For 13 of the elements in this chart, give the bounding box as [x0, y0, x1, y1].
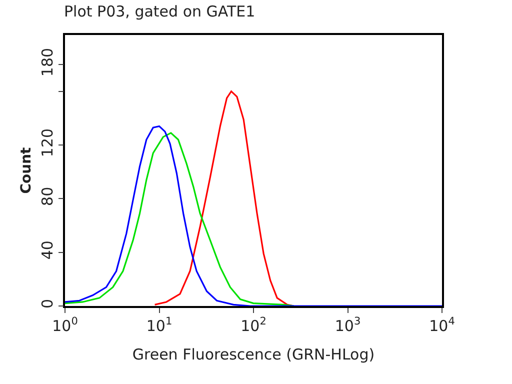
y-tick-label: 0 — [38, 298, 56, 309]
y-tick-label: 120 — [38, 128, 56, 158]
x-tick-label: 10$^{4}$ — [429, 315, 456, 335]
x-tick-label: 10$^{3}$ — [334, 315, 361, 335]
y-axis-title: Count — [18, 146, 34, 194]
x-tick-label: 10$^{1}$ — [146, 315, 172, 335]
y-tick-label: 80 — [38, 186, 56, 206]
x-tick-label: 10$^{0}$ — [52, 315, 78, 335]
y-tick-label: 40 — [38, 240, 56, 260]
x-axis-title: Green Fluorescence (GRN-HLog) — [132, 345, 375, 364]
y-tick-label: 180 — [38, 48, 56, 77]
x-tick-label: 10$^{2}$ — [240, 315, 266, 335]
chart-title: Plot P03, gated on GATE1 — [64, 2, 256, 20]
